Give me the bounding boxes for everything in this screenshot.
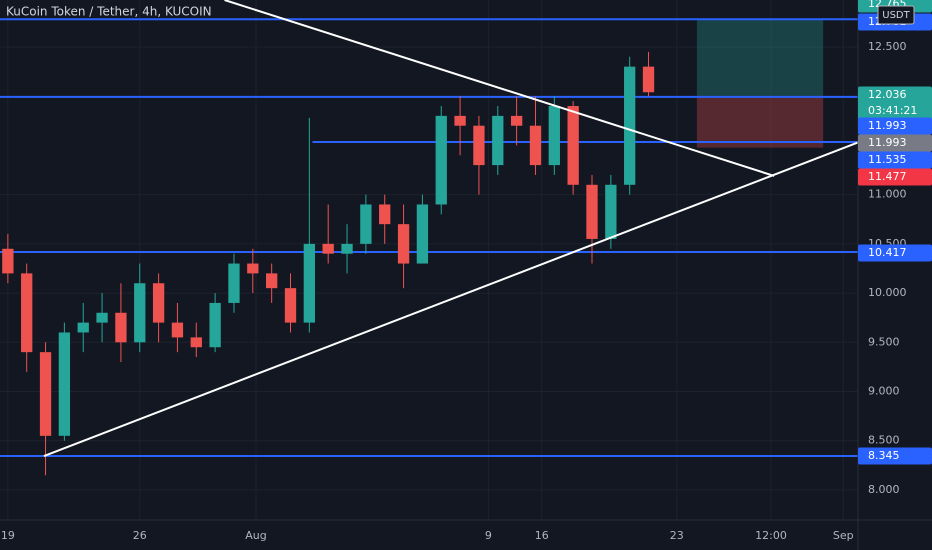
price-label-bg [858, 447, 932, 465]
countdown: 03:41:21 [868, 104, 917, 117]
candle-body [529, 125, 542, 166]
y-tick-label: 9.000 [868, 385, 900, 398]
y-tick-label: 11.000 [868, 188, 907, 201]
price-label: 12.765 [868, 0, 907, 10]
x-tick-label: 16 [535, 529, 549, 542]
price-label: 8.345 [868, 449, 900, 462]
currency: USDT [882, 10, 910, 21]
price-label-bg [858, 168, 932, 186]
candle-body [416, 204, 429, 264]
candle-body [510, 115, 523, 126]
x-tick-label: Aug [245, 529, 266, 542]
price-label: 11.477 [868, 170, 907, 183]
candle-body [115, 312, 127, 343]
candle-body [152, 283, 165, 323]
candle-body [209, 302, 221, 348]
trend-line [43, 141, 859, 457]
y-tick-label: 10.000 [868, 286, 907, 299]
candle-body [171, 322, 184, 338]
y-tick-label: 8.500 [868, 434, 900, 447]
candle-body [39, 352, 52, 436]
price-label-bg [858, 244, 932, 262]
candle-body [58, 332, 71, 436]
x-tick-label: 9 [485, 529, 492, 542]
candle-body [247, 263, 259, 274]
candle-body [567, 106, 579, 185]
candle-body [190, 337, 202, 348]
y-tick-label: 9.500 [868, 335, 900, 348]
trend-line [224, 0, 775, 177]
price-label-bg [858, 134, 932, 152]
candle-body [2, 248, 14, 274]
stop-zone [696, 96, 824, 148]
price-label: 11.993 [868, 119, 907, 132]
chart-title: KuCoin Token / Tether, 4h, KUCOIN [6, 5, 212, 19]
price-label-bg [858, 117, 932, 135]
candle-body [284, 288, 297, 323]
candle-body [624, 66, 636, 185]
y-tick-label: 8.000 [868, 483, 900, 496]
y-tick-label: 12.500 [868, 40, 907, 53]
candle-body [397, 224, 410, 264]
price-label-bg [858, 151, 932, 169]
candle-body [605, 184, 617, 239]
x-tick-label: 19 [1, 529, 15, 542]
candle-body [454, 115, 466, 126]
candle-body [134, 283, 146, 343]
target-zone [696, 19, 824, 97]
x-tick-label: 26 [133, 529, 147, 542]
candle-body [21, 273, 33, 353]
candle-body [77, 322, 89, 333]
candle-body [341, 243, 353, 254]
plot-area [0, 0, 859, 520]
candle-body [303, 243, 315, 323]
candle-body [492, 115, 504, 166]
currency-box [877, 5, 915, 25]
candle-body [228, 263, 240, 303]
candle-body [96, 312, 108, 323]
price-label: 10.417 [868, 246, 907, 259]
candle-body [379, 204, 391, 225]
price-label: 11.535 [868, 153, 907, 166]
candle-body [435, 115, 447, 205]
x-tick-label: 23 [670, 529, 684, 542]
candle-body [322, 243, 334, 254]
candle-body [586, 184, 598, 239]
price-label: 11.993 [868, 136, 907, 149]
candle-body [473, 125, 485, 166]
candle-body [548, 106, 560, 166]
candle-body [360, 204, 372, 244]
x-tick-label: 12:00 [755, 529, 787, 542]
price-label: 12.036 [868, 88, 907, 101]
price-label-bg [858, 86, 932, 121]
x-tick-label: Sep [833, 529, 854, 542]
candle-body [642, 66, 655, 93]
candle-body [266, 273, 278, 289]
